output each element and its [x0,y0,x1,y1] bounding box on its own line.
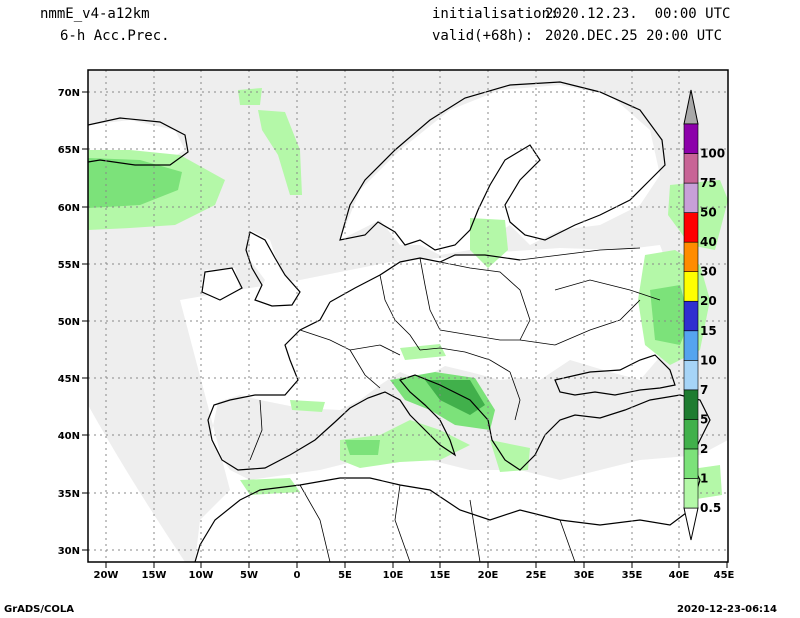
product-name: 6-h Acc.Prec. [60,28,170,44]
colorbar-swatch [683,360,699,391]
colorbar-label: 40 [700,235,717,249]
coastlines [88,81,711,562]
lat-label-60: 60N [58,203,80,214]
lon-label-0: 0 [294,570,301,581]
lat-labels: 70N 65N 60N 55N 50N 45N 40N 35N 30N [58,88,80,557]
colorbar-swatch [683,330,699,361]
lon-label-5e: 5E [338,570,352,581]
lon-label-25e: 25E [526,570,547,581]
colorbar-label: 15 [700,324,717,338]
colorbar-swatch [683,448,699,479]
colorbar-swatch [683,300,699,332]
lat-label-45: 45N [58,374,80,385]
colorbar: 0.5 1 2 5 7 10 15 20 30 40 50 75 100 [683,89,725,541]
lat-label-35: 35N [58,489,80,500]
lon-label-10w: 10W [189,570,214,581]
lon-label-20e: 20E [478,570,499,581]
lon-label-15w: 15W [142,570,167,581]
precip-iceland-core [88,158,182,208]
colorbar-label: 50 [700,206,717,220]
colorbar-label: 1 [700,471,708,485]
colorbar-swatch [683,478,699,509]
axis-ticks [82,91,728,568]
colorbar-label: 30 [700,265,717,279]
lon-label-45e: 45E [714,570,735,581]
precip-iberia-coast [290,400,325,412]
precip-tyrrhenian [340,420,470,468]
land-fill [88,85,728,562]
lon-label-40e: 40E [669,570,690,581]
colorbar-label: 0.5 [700,501,721,515]
colorbar-label: 20 [700,294,717,308]
precip-greenland-sea [238,88,262,105]
lat-label-70: 70N [58,88,80,99]
lat-label-50: 50N [58,317,80,328]
precip-tyrrhenian-core [345,440,380,455]
colorbar-label: 100 [700,147,725,161]
colorbar-label: 5 [700,412,708,426]
country-borders [249,247,661,562]
graticule [88,70,728,562]
precip-greece [490,440,530,472]
precip-alps [400,344,446,360]
lat-label-30: 30N [58,546,80,557]
lat-label-40: 40N [58,431,80,442]
colorbar-label: 75 [700,176,717,190]
init-label: initialisation: [432,6,559,22]
colorbar-swatch [683,182,699,213]
lon-label-15e: 15E [430,570,451,581]
colorbar-swatch [683,241,699,272]
valid-label: valid(+68h): [432,28,534,44]
colorbar-swatch [683,419,699,450]
colorbar-label: 7 [700,383,708,397]
lon-label-5w: 5W [240,570,258,581]
colorbar-swatch [683,123,699,154]
lon-label-20w: 20W [94,570,119,581]
colorbar-swatch [683,212,699,243]
colorbar-swatch [683,271,699,302]
colorbar-swatch [683,153,699,184]
model-name: nmmE_v4-a12km [40,6,150,22]
precip-north-africa [240,478,300,495]
colorbar-label: 2 [700,442,708,456]
lon-label-10e: 10E [383,570,404,581]
footer-timestamp: 2020-12-23-06:14 [677,604,777,615]
lat-label-65: 65N [58,145,80,156]
lon-labels: 20W 15W 10W 5W 0 5E 10E 15E 20E 25E 30E … [94,570,735,581]
map-frame [87,69,729,563]
map-plot-area [88,70,728,562]
init-value: 2020.12.23. 00:00 UTC [545,6,731,22]
valid-value: 2020.DEC.25 20:00 UTC [545,28,723,44]
lon-label-30e: 30E [574,570,595,581]
colorbar-label: 10 [700,353,717,367]
lon-label-35e: 35E [622,570,643,581]
footer-software: GrADS/COLA [4,604,74,615]
colorbar-swatch [683,389,699,420]
lat-label-55: 55N [58,260,80,271]
precip-north-atlantic [258,110,302,195]
